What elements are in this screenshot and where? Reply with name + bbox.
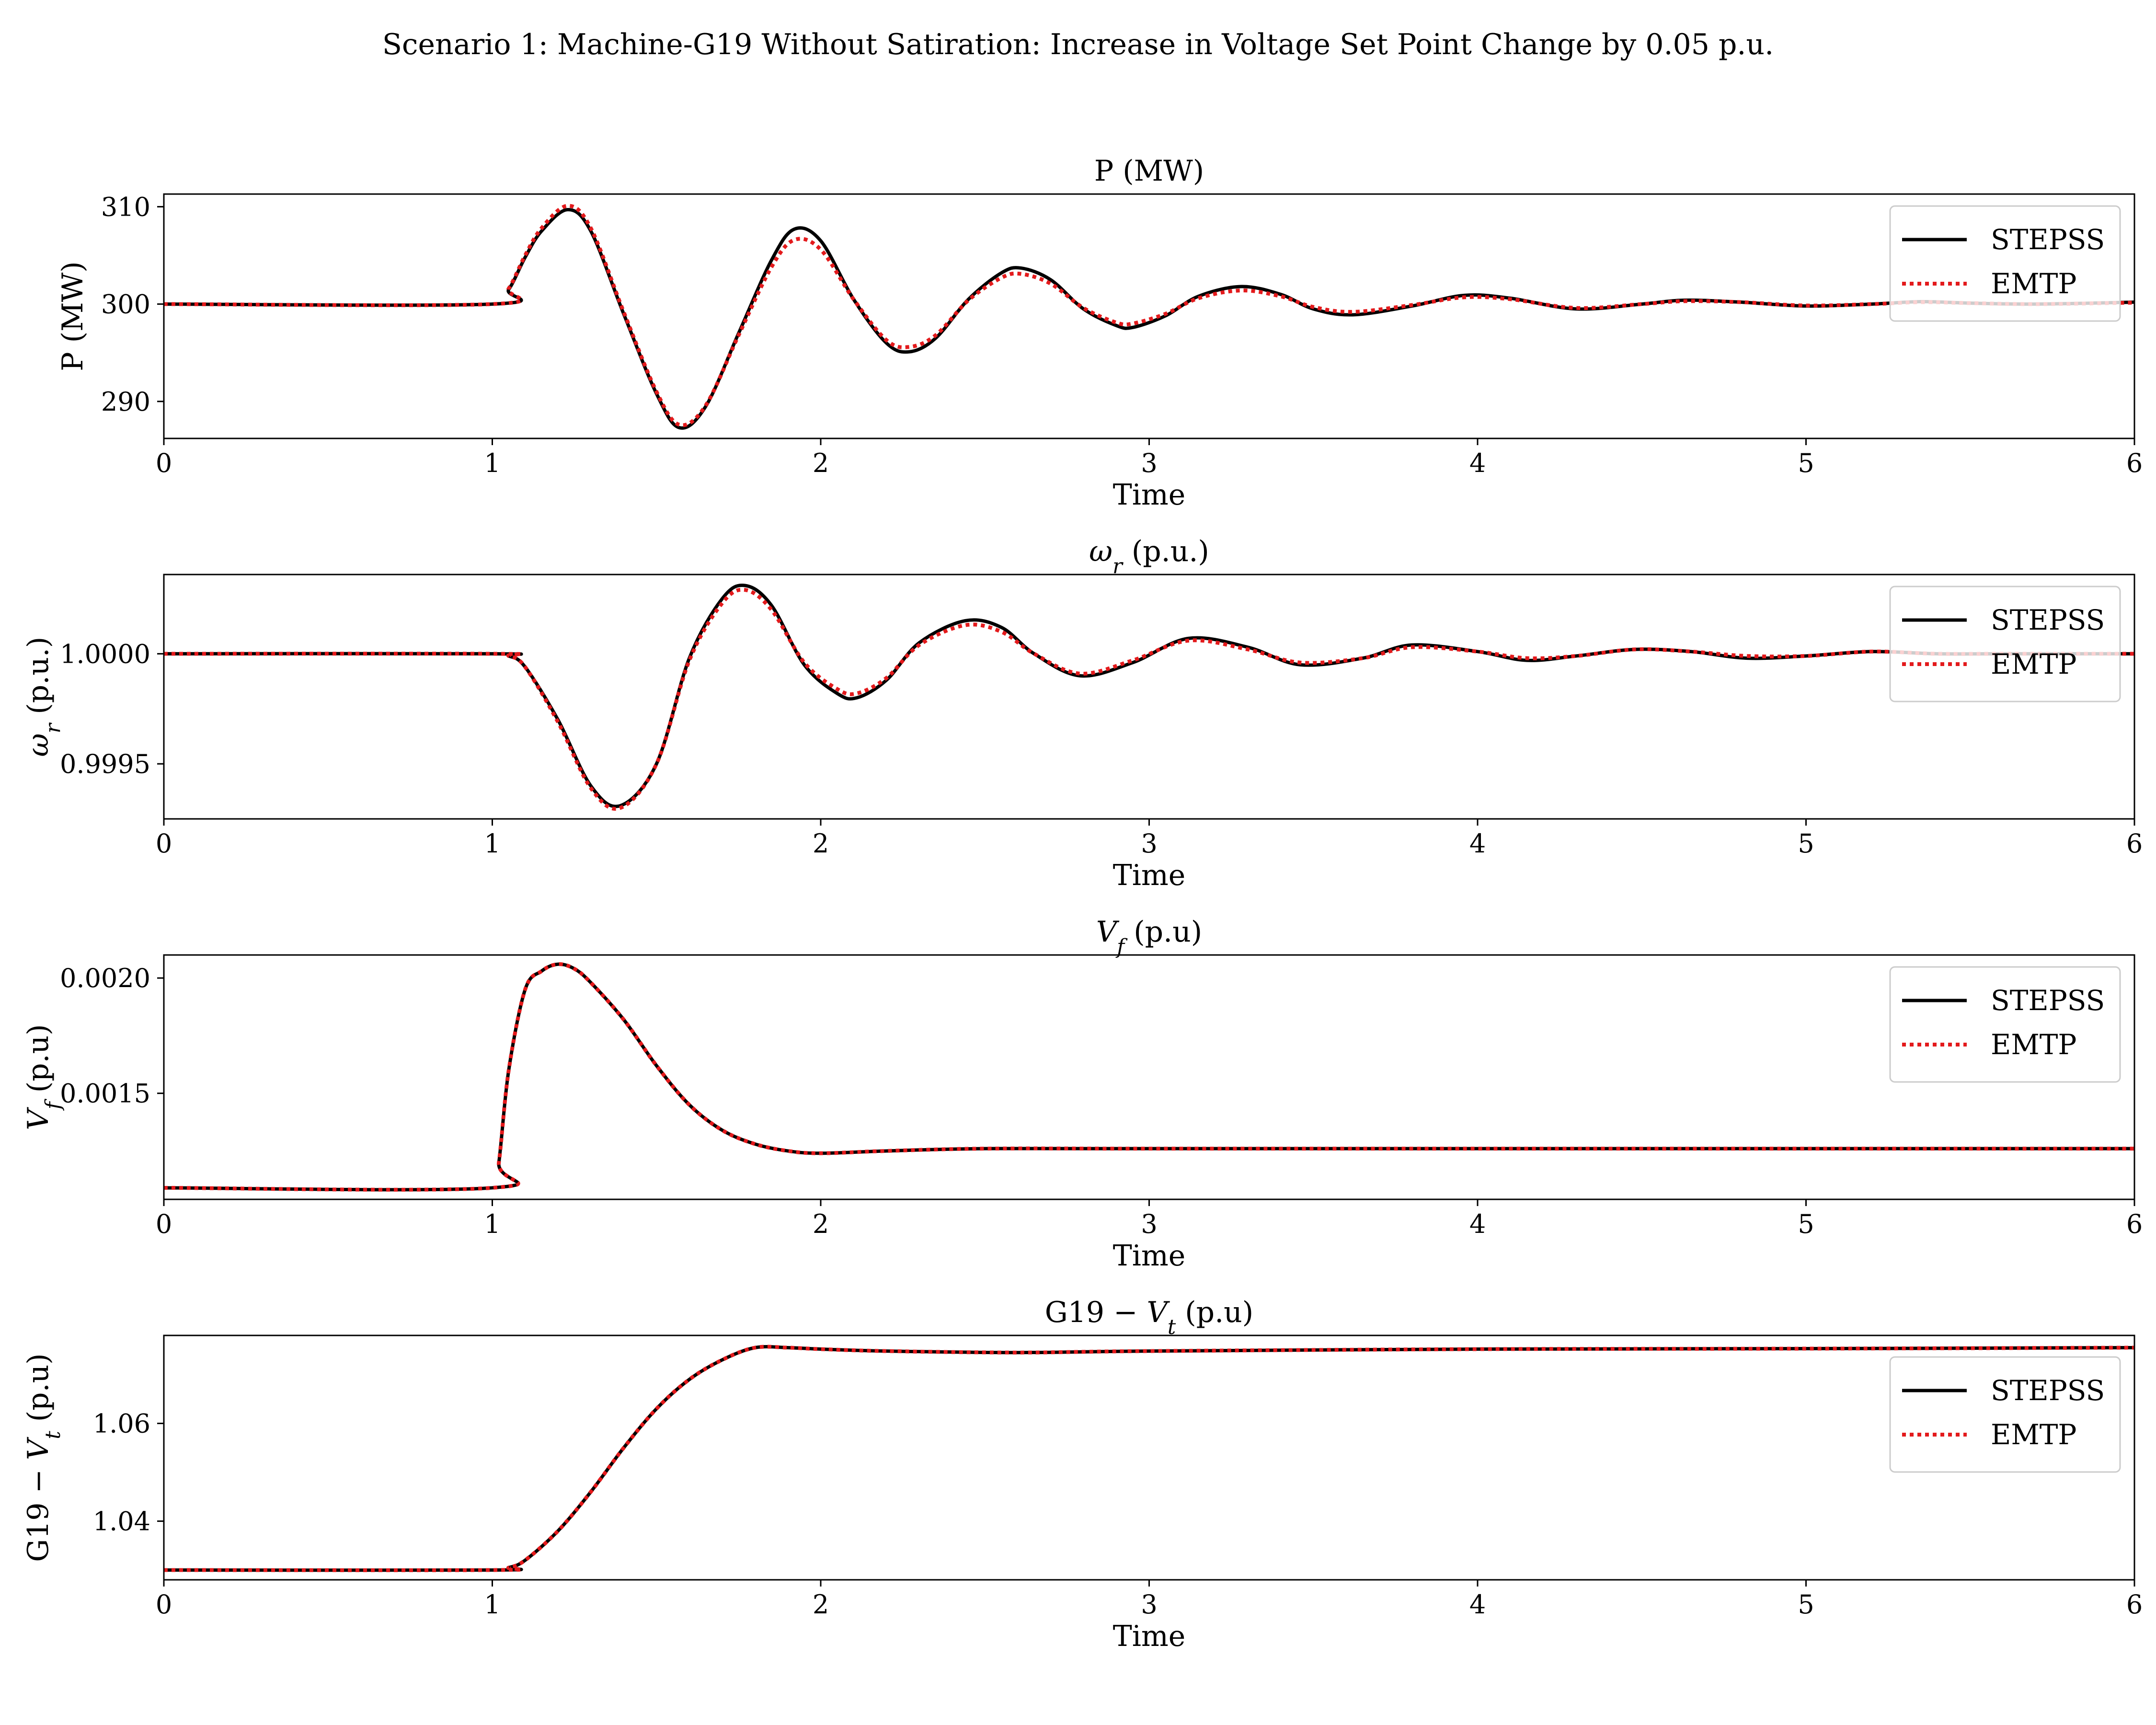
panel-title: P (MW) [1094, 154, 1204, 188]
y-tick-label: 1.06 [93, 1409, 150, 1439]
axes-frame [163, 193, 2135, 439]
y-tick-label: 1.0000 [60, 639, 150, 669]
x-tick-label: 0 [156, 448, 172, 478]
x-tick-label: 6 [2126, 1209, 2143, 1239]
axes-frame [163, 954, 2135, 1200]
x-tick-label: 2 [813, 828, 829, 859]
x-axis-label: Time [1113, 478, 1186, 512]
x-tick-label: 0 [156, 1589, 172, 1620]
legend: STEPSS EMTP [1889, 586, 2121, 702]
y-axis-label: P (MW) [56, 261, 90, 371]
series-line-emtp [164, 1345, 2134, 1572]
y-axis-label: G19 − Vt (p.u) [22, 1353, 65, 1562]
legend-label-emtp: EMTP [1991, 648, 2076, 680]
figure-title: Scenario 1: Machine-G19 Without Satirati… [382, 28, 1774, 61]
x-tick-label: 1 [484, 828, 500, 859]
chart-panel-1: 0 1 2 3 4 5 6 290 300 310 P (MW) Time P (MW) STEPSS EM… [56, 154, 2143, 512]
y-tick-label: 0.0020 [60, 963, 150, 993]
legend: STEPSS EMTP [1889, 205, 2121, 322]
x-tick-label: 6 [2126, 1589, 2143, 1620]
x-tick-label: 5 [1798, 828, 1814, 859]
panel-title: G19 − Vt (p.u) [1045, 1296, 1253, 1339]
x-tick-label: 3 [1141, 1589, 1157, 1620]
y-axis-label: Vf (p.u) [22, 1024, 65, 1130]
legend-label-emtp: EMTP [1991, 267, 2076, 300]
series-line-stepss [164, 208, 2134, 430]
x-tick-label: 4 [1469, 1589, 1486, 1620]
legend-label-stepss: STEPSS [1991, 604, 2105, 636]
x-tick-label: 3 [1141, 448, 1157, 478]
legend-label-emtp: EMTP [1991, 1418, 2076, 1451]
x-tick-label: 2 [813, 1209, 829, 1239]
x-tick-label: 4 [1469, 828, 1486, 859]
series-line-emtp [164, 204, 2134, 427]
x-tick-label: 0 [156, 828, 172, 859]
legend: STEPSS EMTP [1889, 966, 2121, 1083]
x-tick-label: 2 [813, 448, 829, 478]
x-tick-label: 6 [2126, 448, 2143, 478]
y-axis-label: ωr (p.u.) [22, 637, 65, 757]
axes-frame [163, 574, 2135, 820]
y-tick-label: 0.0015 [60, 1079, 150, 1109]
x-tick-label: 6 [2126, 828, 2143, 859]
legend-label-stepss: STEPSS [1991, 984, 2105, 1017]
x-tick-label: 3 [1141, 828, 1157, 859]
x-tick-label: 5 [1798, 448, 1814, 478]
series-line-emtp [164, 587, 2134, 811]
y-tick-label: 1.04 [93, 1506, 150, 1537]
x-tick-label: 1 [484, 448, 500, 478]
x-axis-label: Time [1113, 1239, 1186, 1273]
x-tick-label: 5 [1798, 1209, 1814, 1239]
x-axis-label: Time [1113, 1620, 1186, 1653]
panel-title: ωr (p.u.) [1089, 535, 1209, 578]
legend: STEPSS EMTP [1889, 1356, 2121, 1473]
x-tick-label: 3 [1141, 1209, 1157, 1239]
legend-label-emtp: EMTP [1991, 1028, 2076, 1061]
series-line-emtp [164, 962, 2134, 1192]
x-tick-label: 1 [484, 1589, 500, 1620]
x-tick-label: 2 [813, 1589, 829, 1620]
legend-label-stepss: STEPSS [1991, 223, 2105, 256]
x-tick-label: 4 [1469, 1209, 1486, 1239]
y-tick-label: 290 [101, 387, 150, 417]
series-line-stepss [164, 1345, 2134, 1572]
x-tick-label: 5 [1798, 1589, 1814, 1620]
chart-panel-3: 0 1 2 3 4 5 6 0.0015 0.0020 Vf (p.u) Time Vf (p.u) S… [22, 915, 2143, 1273]
axes-frame [163, 1334, 2135, 1581]
legend-label-stepss: STEPSS [1991, 1374, 2105, 1407]
y-tick-label: 300 [101, 289, 150, 320]
chart-panel-4: 0 1 2 3 4 5 6 1.04 1.06 G19 − Vt (p.u) Time G19 − V… [22, 1296, 2143, 1653]
x-tick-label: 0 [156, 1209, 172, 1239]
panel-title: Vf (p.u) [1096, 915, 1202, 959]
series-line-stepss [164, 962, 2134, 1192]
y-tick-label: 0.9995 [60, 749, 150, 779]
y-tick-label: 310 [101, 192, 150, 222]
x-axis-label: Time [1113, 859, 1186, 892]
x-tick-label: 1 [484, 1209, 500, 1239]
series-line-stepss [164, 583, 2134, 808]
x-tick-label: 4 [1469, 448, 1486, 478]
